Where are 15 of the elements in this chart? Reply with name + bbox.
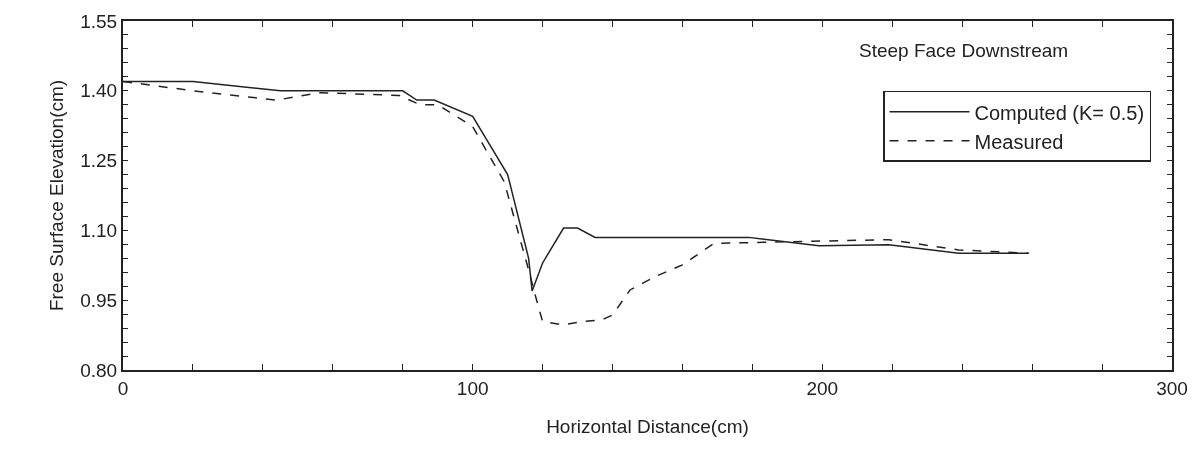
legend-label: Measured <box>974 130 1064 153</box>
y-tick-label: 1.25 <box>80 150 118 172</box>
x-axis-title: Horizontal Distance(cm) <box>546 416 749 438</box>
y-tick-label: 0.95 <box>80 289 118 311</box>
legend-label: Computed (K= 0.5) <box>974 101 1145 124</box>
y-axis-title: Free Surface Elevation(cm) <box>45 79 67 312</box>
x-tick-label: 200 <box>806 377 839 399</box>
legend-title: Steep Face Downstream <box>859 40 1069 61</box>
y-tick-label: 1.55 <box>80 10 118 32</box>
y-tick-label: 0.80 <box>80 359 118 381</box>
y-tick-label: 1.40 <box>80 80 118 102</box>
x-tick-label: 300 <box>1156 377 1188 399</box>
x-tick-label: 0 <box>117 377 129 399</box>
y-tick-label: 1.10 <box>80 220 118 242</box>
x-tick-label: 100 <box>456 377 489 399</box>
